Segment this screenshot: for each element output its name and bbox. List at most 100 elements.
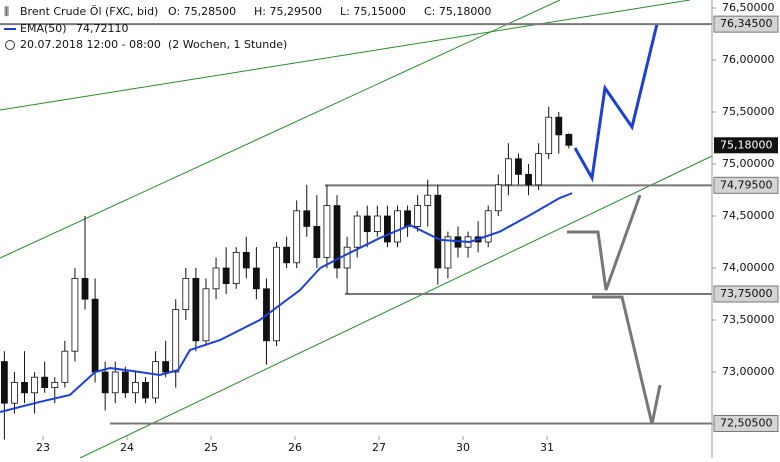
candle-body bbox=[152, 361, 159, 399]
candle-body bbox=[333, 205, 341, 269]
candle-body bbox=[384, 215, 391, 243]
chart-title: Brent Crude Öl (FXC, bid) bbox=[20, 5, 158, 18]
candle-body bbox=[212, 267, 220, 290]
level-label: 76,34500 bbox=[720, 17, 773, 30]
candle-body bbox=[111, 371, 119, 394]
y-tick-label: 74,00000 bbox=[722, 261, 775, 274]
x-tick-label: 25 bbox=[204, 441, 218, 454]
y-axis: 72,5000073,0000073,5000074,0000074,50000… bbox=[36, 1, 779, 454]
candle-body bbox=[434, 194, 442, 269]
candle-body bbox=[252, 267, 260, 290]
candle-body bbox=[545, 116, 553, 155]
candle-body bbox=[31, 376, 39, 394]
x-tick-label: 24 bbox=[120, 441, 134, 454]
level-box bbox=[713, 285, 779, 303]
level-box bbox=[713, 15, 779, 33]
x-tick-label: 31 bbox=[540, 441, 554, 454]
candle-body bbox=[515, 158, 522, 175]
trend-line bbox=[0, 0, 691, 111]
candle-body bbox=[363, 215, 371, 232]
candle-body bbox=[484, 210, 492, 243]
y-tick-label: 75,50000 bbox=[722, 105, 775, 118]
candle-body bbox=[51, 381, 59, 388]
x-tick-label: 23 bbox=[36, 441, 50, 454]
candle-body bbox=[414, 205, 422, 227]
candle-body bbox=[132, 381, 139, 394]
candle-body bbox=[202, 288, 210, 342]
trend-line bbox=[79, 155, 713, 459]
level-box bbox=[713, 414, 779, 432]
ohlc-close: C: 75,18000 bbox=[424, 5, 491, 18]
y-tick-label: 73,50000 bbox=[722, 313, 775, 326]
level-label: 72,50500 bbox=[720, 416, 773, 429]
x-tick-label: 30 bbox=[456, 441, 470, 454]
level-label: 73,75000 bbox=[720, 287, 773, 300]
chart-icon: ⫼ bbox=[4, 5, 9, 18]
candle-body bbox=[424, 194, 432, 207]
level-label: 74,79500 bbox=[720, 178, 773, 191]
candle-body bbox=[192, 277, 200, 342]
x-tick-label: 27 bbox=[372, 441, 386, 454]
y-tick-label: 76,00000 bbox=[722, 53, 775, 66]
candle-body bbox=[91, 298, 99, 373]
x-tick-label: 26 bbox=[288, 441, 302, 454]
candle-body bbox=[444, 236, 452, 269]
y-tick-label: 74,50000 bbox=[722, 209, 775, 222]
candle-body bbox=[222, 267, 230, 284]
candle-body bbox=[0, 361, 8, 404]
candle-body bbox=[41, 376, 49, 388]
candle-body bbox=[21, 381, 28, 394]
period: 20.07.2018 12:00 - 08:00 bbox=[20, 38, 161, 51]
candle-body bbox=[283, 246, 291, 264]
projection-down bbox=[592, 295, 662, 425]
range: (2 Wochen, 1 Stunde) bbox=[168, 38, 287, 51]
candle-body bbox=[101, 371, 109, 394]
ohlc-low: L: 75,15000 bbox=[340, 5, 406, 18]
candle-body bbox=[353, 215, 361, 248]
candle-body bbox=[71, 277, 79, 352]
candle-body bbox=[81, 277, 89, 300]
candle-body bbox=[232, 251, 240, 284]
candle-body bbox=[313, 226, 321, 258]
candle-body bbox=[565, 133, 573, 146]
header: ⫼ Brent Crude Öl (FXC, bid) O: 75,28500 … bbox=[4, 5, 491, 51]
candle-body bbox=[273, 246, 280, 342]
y-tick-label: 76,50000 bbox=[722, 1, 775, 14]
candle-body bbox=[162, 361, 170, 373]
y-tick-label: 75,00000 bbox=[722, 157, 775, 170]
candle-body bbox=[535, 153, 543, 186]
drawings bbox=[0, 0, 713, 459]
candle-body bbox=[293, 210, 301, 264]
clock-icon bbox=[5, 40, 15, 50]
candle-body bbox=[555, 116, 563, 136]
candle-body bbox=[525, 174, 532, 186]
candle-body bbox=[172, 309, 180, 373]
candle-body bbox=[343, 246, 351, 269]
levels bbox=[0, 23, 712, 425]
candle-body bbox=[373, 215, 381, 232]
projection-up bbox=[573, 23, 659, 183]
plot bbox=[0, 106, 573, 440]
current-price-label: 75,18000 bbox=[720, 138, 773, 151]
projection-mid bbox=[567, 194, 642, 291]
level-box bbox=[713, 176, 779, 194]
candle-body bbox=[303, 210, 311, 227]
ema-line bbox=[0, 192, 573, 414]
candle-body bbox=[504, 158, 512, 186]
candle-body bbox=[404, 210, 411, 227]
candle-body bbox=[121, 371, 129, 394]
candle-body bbox=[182, 277, 190, 310]
y-tick-label: 73,00000 bbox=[722, 365, 775, 378]
candle-body bbox=[242, 251, 250, 269]
ema-value: 74,72110 bbox=[76, 22, 129, 35]
candle-body bbox=[394, 210, 401, 243]
ohlc-open: O: 75,28500 bbox=[168, 5, 236, 18]
candle-body bbox=[494, 184, 502, 212]
candle-body bbox=[11, 381, 18, 404]
candle-body bbox=[61, 350, 69, 383]
ohlc-high: H: 75,29500 bbox=[254, 5, 322, 18]
current-price-box bbox=[714, 137, 778, 154]
candle-body bbox=[142, 381, 149, 399]
